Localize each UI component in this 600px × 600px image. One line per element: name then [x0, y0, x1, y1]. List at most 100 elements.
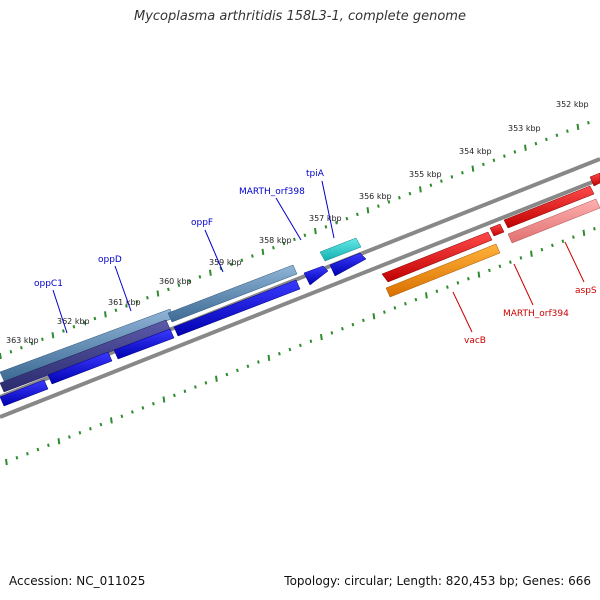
minor-tick — [303, 233, 307, 237]
major-tick — [524, 144, 527, 151]
gene-blue-2[interactable] — [47, 351, 113, 385]
minor-tick — [240, 258, 244, 262]
gene-blue-6[interactable] — [329, 252, 367, 277]
minor-tick — [257, 360, 260, 364]
minor-tick — [72, 325, 76, 329]
tick-label: 363 kbp — [6, 336, 39, 345]
minor-tick — [125, 304, 128, 308]
minor-tick — [404, 301, 407, 306]
minor-tick — [566, 129, 569, 133]
minor-tick — [183, 389, 187, 393]
minor-tick — [393, 306, 397, 310]
label-oppD[interactable]: oppD — [98, 255, 122, 265]
major-tick — [57, 438, 61, 445]
gene-blue-4[interactable] — [173, 279, 301, 337]
minor-tick — [282, 241, 286, 246]
minor-tick — [461, 170, 464, 175]
minor-tick — [362, 318, 365, 323]
minor-tick — [99, 422, 103, 427]
major-tick — [530, 250, 533, 257]
leader-MARTH_orf398 — [275, 197, 302, 241]
minor-tick — [89, 426, 92, 431]
minor-tick — [545, 137, 548, 142]
major-tick — [209, 269, 212, 276]
tick-label: 361 kbp — [108, 298, 141, 307]
minor-tick — [450, 175, 454, 179]
minor-tick — [114, 308, 118, 312]
minor-tick — [593, 227, 596, 231]
minor-tick — [398, 195, 401, 200]
major-tick — [320, 333, 323, 341]
gene-red-2[interactable] — [489, 223, 505, 237]
major-tick — [576, 123, 580, 131]
leader-oppD — [114, 265, 132, 312]
gene-pink-aspS[interactable] — [507, 198, 600, 244]
minor-tick — [272, 245, 275, 250]
major-tick — [582, 229, 586, 237]
label-MARTH_orf398[interactable]: MARTH_orf398 — [239, 187, 305, 197]
minor-tick — [534, 141, 538, 146]
major-tick — [372, 313, 376, 320]
gene-oppD-row[interactable] — [167, 264, 298, 323]
minor-tick — [456, 281, 460, 285]
minor-tick — [509, 260, 512, 264]
gene-red-3[interactable] — [503, 185, 595, 229]
minor-tick — [93, 316, 97, 321]
minor-tick — [503, 154, 506, 158]
minor-tick — [519, 256, 523, 260]
gene-red-1[interactable] — [381, 231, 493, 283]
minor-tick — [78, 431, 82, 435]
minor-tick — [513, 150, 517, 154]
tick-label: 358 kbp — [259, 236, 292, 245]
accession-label: Accession: NC_011025 — [9, 574, 146, 588]
major-tick — [267, 354, 271, 362]
minor-tick — [561, 239, 565, 244]
minor-tick — [309, 339, 313, 343]
gene-labels: oppC1 oppD oppF MARTH_orf398 tpiA vacB M… — [34, 169, 597, 346]
major-tick — [419, 186, 422, 193]
minor-tick — [198, 275, 202, 279]
tick-label: 353 kbp — [508, 124, 541, 133]
major-tick — [314, 227, 317, 235]
minor-tick — [492, 158, 496, 162]
tick-label: 362 kbp — [57, 317, 90, 326]
tick-label: 357 kbp — [309, 214, 342, 223]
minor-tick — [377, 204, 380, 208]
minor-tick — [173, 393, 176, 398]
minor-tick — [330, 331, 334, 335]
minor-tick — [299, 343, 302, 348]
tick-label: 359 kbp — [209, 258, 242, 267]
label-vacB[interactable]: vacB — [464, 336, 486, 346]
major-tick — [5, 458, 8, 466]
label-oppF[interactable]: oppF — [191, 218, 213, 228]
forward-features — [0, 237, 367, 407]
minor-tick — [356, 212, 359, 217]
minor-tick — [435, 289, 439, 293]
minor-tick — [551, 243, 554, 248]
gene-blue-3[interactable] — [113, 328, 175, 360]
gene-tpiA[interactable] — [319, 237, 362, 262]
tick-label: 354 kbp — [459, 147, 492, 156]
leader-oppF — [204, 229, 224, 273]
label-MARTH_orf394[interactable]: MARTH_orf394 — [503, 309, 569, 319]
minor-tick — [41, 337, 44, 342]
label-tpiA[interactable]: tpiA — [306, 169, 325, 179]
gene-orange-vacB[interactable] — [385, 243, 501, 298]
gene-red-4[interactable] — [589, 172, 600, 187]
gene-blue-5[interactable] — [303, 265, 329, 286]
label-aspS[interactable]: aspS — [575, 286, 597, 296]
minor-tick — [26, 451, 29, 456]
minor-tick — [555, 133, 559, 138]
minor-tick — [488, 268, 491, 273]
minor-tick — [194, 385, 197, 389]
minor-tick — [429, 183, 433, 187]
minor-tick — [47, 443, 50, 448]
leader-MARTH_orf394 — [513, 263, 534, 306]
gene-blue-1[interactable] — [0, 379, 49, 407]
minor-tick — [131, 410, 134, 414]
tick-labels: 352 kbp 353 kbp 354 kbp 355 kbp 356 kbp … — [6, 100, 589, 345]
tick-track-inner — [5, 227, 596, 466]
major-tick — [156, 290, 160, 297]
label-oppC1[interactable]: oppC1 — [34, 279, 63, 289]
